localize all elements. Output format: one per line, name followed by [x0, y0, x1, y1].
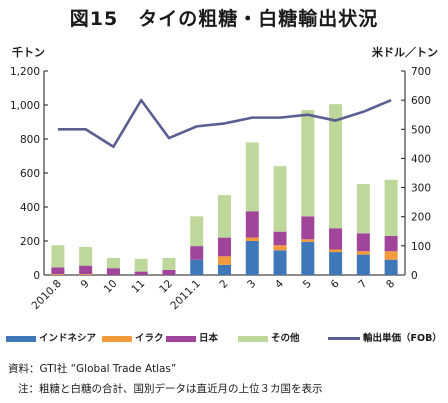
bar-segment: [190, 216, 204, 247]
x-tick-label: 11: [129, 278, 147, 296]
bar-segment: [245, 237, 259, 241]
legend-swatch: [328, 337, 360, 340]
bar-segment: [79, 265, 93, 275]
bar-segment: [51, 274, 65, 275]
bar-segment: [329, 228, 343, 250]
bar-segment: [218, 256, 231, 265]
bar-segment: [273, 231, 287, 246]
bar-segment: [301, 241, 315, 275]
bar-segment: [134, 271, 148, 275]
bar-segment: [51, 267, 65, 275]
chart-area: 0 200 400 600 800 1,000 1,200 0 100 200 300 400 500 6…: [10, 66, 431, 312]
legend: インドネシア イラク 日本 その他 輸出単価（FOB）: [6, 330, 446, 346]
bar-segment: [134, 258, 148, 272]
bar-segment: [245, 142, 259, 212]
bar-segment: [356, 254, 370, 275]
left-tick-label: 600: [20, 168, 40, 180]
bar-segment: [329, 104, 343, 229]
left-tick-label: 1,000: [10, 100, 40, 112]
price-line: [57, 98, 392, 149]
x-tick-label: 4: [273, 277, 286, 290]
left-tick-label: 400: [20, 202, 40, 214]
x-tick-label: 8: [384, 278, 397, 291]
legend-label: インドネシア: [39, 333, 97, 344]
left-axis-unit: 千トン: [12, 46, 45, 59]
bar-segment: [273, 245, 287, 251]
left-tick-label: 200: [20, 236, 40, 248]
right-tick-label: 600: [411, 95, 431, 107]
x-tick-label: 2: [217, 278, 230, 291]
left-tick-label: 800: [20, 134, 40, 146]
x-tick-label: 2011.1: [168, 278, 202, 312]
bar-segment: [329, 252, 343, 275]
legend-item: インドネシア: [6, 330, 96, 344]
bar-segment: [384, 179, 398, 236]
x-tick-label: 6: [328, 277, 341, 290]
bar-segment: [384, 259, 398, 275]
bar-segment: [106, 268, 120, 275]
legend-swatch: [166, 335, 196, 342]
bar-segment: [162, 258, 176, 270]
bar-segment: [329, 249, 343, 253]
x-tick-label: 10: [102, 278, 120, 296]
bar-segment: [356, 233, 370, 252]
footnote: 注：粗糖と白糖の合計、国別データは直近月の上位３カ国を表示: [18, 383, 323, 395]
bar-segment: [384, 235, 398, 252]
bar-segment: [245, 211, 259, 238]
legend-label: その他: [271, 333, 300, 344]
right-tick-label: 400: [411, 153, 431, 165]
right-tick-label: 100: [411, 241, 431, 253]
legend-label: イラク: [135, 333, 164, 344]
left-tick-label: 1,200: [10, 66, 40, 78]
bar-segment: [273, 250, 287, 275]
left-tick-label: 0: [33, 270, 40, 282]
legend-item: イラク: [102, 330, 164, 344]
legend-swatch: [238, 335, 268, 342]
right-tick-label: 300: [411, 183, 431, 195]
x-tick-label: 5: [301, 278, 314, 291]
right-tick-label: 500: [411, 124, 431, 136]
bar-segment: [301, 110, 315, 217]
chart-title: 図15 タイの粗糖・白糖輸出状況: [69, 8, 379, 30]
bar-segment: [301, 239, 315, 242]
bar-segment: [79, 274, 93, 275]
bar-segment: [218, 264, 231, 275]
bar-segment: [79, 246, 93, 266]
x-tick-label: 9: [79, 278, 92, 291]
right-tick-label: 700: [411, 66, 431, 78]
x-tick-label: 2010.8: [30, 278, 64, 312]
right-tick-label: 200: [411, 212, 431, 224]
legend-swatch: [102, 335, 132, 342]
legend-label: 輸出単価（FOB）: [363, 333, 442, 344]
bar-segment: [218, 237, 231, 257]
bar-segment: [356, 184, 370, 234]
x-tick-label: 7: [356, 278, 369, 291]
source-note: 資料：GTI社 “Global Trade Atlas”: [8, 363, 177, 375]
legend-swatch: [6, 335, 36, 342]
bar-segment: [245, 241, 259, 275]
bar-segment: [190, 246, 204, 260]
x-tick-label: 3: [245, 278, 258, 291]
bar-segment: [162, 269, 176, 275]
right-axis-unit: 米ドル／トン: [372, 46, 438, 59]
right-tick-label: 0: [411, 270, 418, 282]
bar-segment: [106, 258, 120, 269]
legend-label: 日本: [199, 333, 219, 344]
legend-item: 輸出単価（FOB）: [328, 330, 442, 344]
bar-segment: [51, 245, 65, 268]
legend-item: 日本: [166, 330, 218, 344]
legend-item: その他: [238, 330, 300, 344]
x-tick-label: 12: [157, 278, 175, 296]
bar-segment: [356, 251, 370, 255]
bar-segment: [190, 259, 204, 275]
bar-segment: [218, 195, 231, 238]
bar-segment: [301, 216, 315, 240]
bar-segment: [273, 166, 287, 232]
bar-segment: [384, 251, 398, 260]
